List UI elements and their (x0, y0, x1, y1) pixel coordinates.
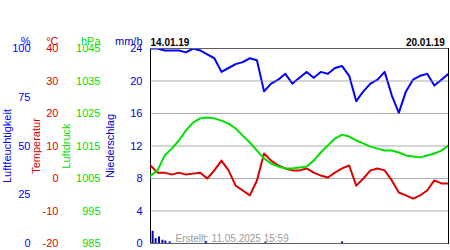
svg-text:12: 12 (130, 140, 142, 152)
svg-text:Temperatur: Temperatur (30, 118, 42, 174)
svg-text:0: 0 (136, 237, 142, 249)
svg-text:-10: -10 (43, 205, 59, 217)
svg-text:10: 10 (46, 140, 58, 152)
svg-text:mm/h: mm/h (115, 35, 143, 47)
svg-text:24: 24 (130, 42, 143, 54)
svg-text:1005: 1005 (76, 172, 100, 184)
svg-text:Erstellt: 11.05.2025 15:59: Erstellt: 11.05.2025 15:59 (176, 233, 290, 244)
svg-text:hPa: hPa (81, 35, 101, 47)
svg-text:100: 100 (12, 42, 31, 54)
svg-text:75: 75 (18, 91, 30, 103)
svg-text:20: 20 (130, 75, 142, 87)
svg-text:985: 985 (82, 237, 100, 249)
svg-text:8: 8 (136, 172, 142, 184)
svg-text:40: 40 (46, 42, 59, 54)
svg-text:Niederschlag: Niederschlag (104, 114, 116, 178)
svg-text:Luftdruck: Luftdruck (60, 123, 72, 169)
svg-text:995: 995 (82, 205, 100, 217)
svg-text:50: 50 (18, 140, 30, 152)
svg-text:°C: °C (46, 35, 58, 47)
svg-text:14.01.19: 14.01.19 (151, 37, 190, 48)
svg-text:-20: -20 (43, 237, 59, 249)
svg-text:0: 0 (24, 237, 30, 249)
svg-text:25: 25 (18, 188, 30, 200)
svg-text:%: % (21, 35, 31, 47)
svg-text:Luftfeuchtigkeit: Luftfeuchtigkeit (1, 109, 13, 183)
svg-text:1015: 1015 (76, 140, 100, 152)
svg-text:4: 4 (136, 205, 142, 217)
svg-text:20.01.19: 20.01.19 (406, 37, 445, 48)
svg-text:1025: 1025 (76, 107, 100, 119)
svg-text:30: 30 (46, 75, 58, 87)
svg-text:1035: 1035 (76, 75, 100, 87)
svg-text:16: 16 (130, 107, 142, 119)
svg-text:0: 0 (52, 172, 58, 184)
svg-text:1045: 1045 (76, 42, 101, 54)
svg-text:20: 20 (46, 107, 58, 119)
